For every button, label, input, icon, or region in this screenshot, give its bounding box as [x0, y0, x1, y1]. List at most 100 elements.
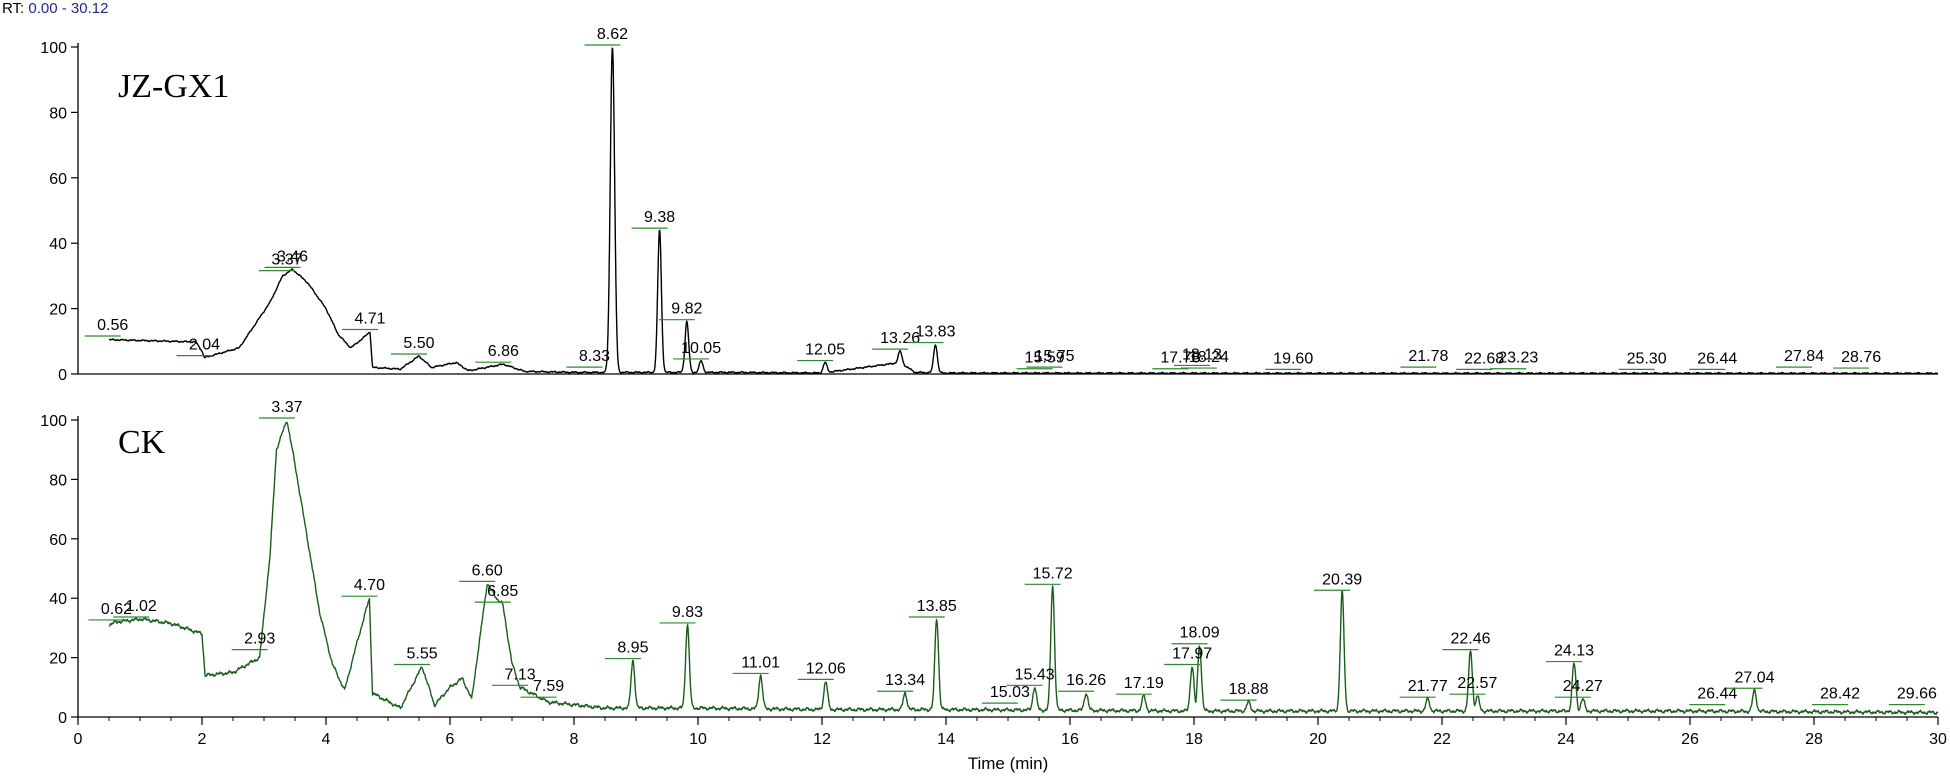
- peak-label: 11.01: [741, 654, 780, 671]
- x-tick-label: 8: [570, 731, 579, 748]
- peak-label: 17.19: [1124, 675, 1164, 692]
- peak-label: 13.26: [880, 330, 920, 347]
- peak-label: 22.57: [1457, 675, 1497, 692]
- peak-label: 15.43: [1015, 666, 1055, 683]
- y-tick-label: 100: [40, 413, 67, 430]
- peak-label: 3.37: [271, 399, 302, 416]
- chromatogram-trace: [108, 47, 1939, 375]
- peak-label: 27.04: [1734, 669, 1774, 686]
- peak-label: 8.33: [579, 348, 610, 365]
- rt-range-header: RT: 0.00 - 30.12: [2, 0, 108, 17]
- y-tick-label: 0: [58, 710, 67, 727]
- peak-label: 20.39: [1322, 571, 1362, 588]
- x-axis-title: Time (min): [968, 754, 1049, 773]
- peak-label: 16.26: [1066, 672, 1106, 689]
- y-tick-label: 100: [40, 40, 67, 57]
- x-tick-label: 2: [198, 731, 207, 748]
- y-tick-label: 40: [49, 591, 67, 608]
- y-tick-label: 80: [49, 105, 67, 122]
- peak-label: 9.83: [672, 604, 703, 621]
- peak-label: 28.76: [1841, 349, 1881, 366]
- peak-label: 4.70: [354, 577, 385, 594]
- rt-label: RT:: [2, 0, 25, 17]
- y-tick-label: 40: [49, 236, 67, 253]
- x-tick-label: 30: [1929, 731, 1947, 748]
- peak-label: 15.75: [1034, 348, 1074, 365]
- peak-label: 13.83: [915, 324, 955, 341]
- peak-label: 26.44: [1697, 686, 1737, 703]
- peak-label: 17.97: [1172, 646, 1212, 663]
- peak-label: 9.82: [671, 301, 702, 318]
- x-tick-label: 4: [322, 731, 331, 748]
- y-tick-label: 20: [49, 651, 67, 668]
- peak-label: 2.93: [244, 631, 275, 648]
- peak-label: 7.59: [533, 678, 564, 695]
- peak-label: 15.72: [1033, 565, 1073, 582]
- peak-label: 3.46: [277, 248, 308, 265]
- peak-label: 13.34: [885, 672, 925, 689]
- y-tick-label: 0: [58, 367, 67, 384]
- peak-label: 24.13: [1554, 643, 1594, 660]
- peak-label: 22.46: [1450, 631, 1490, 648]
- peak-label: 13.85: [917, 598, 957, 615]
- x-tick-label: 14: [937, 731, 955, 748]
- sample-label: JZ-GX1: [118, 68, 229, 105]
- peak-label: 29.66: [1897, 686, 1937, 703]
- x-tick-label: 0: [74, 731, 83, 748]
- peak-label: 18.09: [1180, 625, 1220, 642]
- peak-label: 7.13: [504, 666, 535, 683]
- peak-label: 3.37: [271, 252, 302, 269]
- rt-range-value: 0.00 - 30.12: [28, 0, 109, 17]
- peak-label: 5.50: [403, 335, 434, 352]
- peak-label: 6.86: [488, 343, 519, 360]
- peak-label: 10.05: [681, 340, 721, 357]
- peak-label: 19.60: [1273, 350, 1313, 367]
- x-tick-label: 22: [1433, 731, 1451, 748]
- peak-label: 12.05: [805, 342, 845, 359]
- x-tick-label: 6: [446, 731, 455, 748]
- peak-label: 21.77: [1408, 678, 1448, 695]
- peak-label: 0.62: [101, 601, 132, 618]
- x-tick-label: 16: [1061, 731, 1079, 748]
- peak-label: 1.02: [126, 598, 157, 615]
- x-tick-label: 10: [689, 731, 707, 748]
- peak-label: 6.85: [487, 583, 518, 600]
- y-tick-label: 20: [49, 302, 67, 319]
- peak-label: 8.95: [617, 640, 648, 657]
- peak-label: 24.27: [1563, 678, 1603, 695]
- peak-label: 15.03: [990, 684, 1030, 701]
- peak-label: 2.04: [189, 337, 220, 354]
- peak-label: 15.59: [1025, 350, 1065, 367]
- peak-label: 23.23: [1498, 350, 1538, 367]
- peak-label: 18.13: [1182, 346, 1222, 363]
- peak-label: 18.88: [1229, 681, 1269, 698]
- peak-label: 26.44: [1697, 350, 1737, 367]
- peak-label: 4.71: [354, 310, 385, 327]
- y-tick-label: 80: [49, 472, 67, 489]
- peak-label: 18.24: [1189, 349, 1229, 366]
- chromatogram-panel-jz-gx1: 0 20 40 60 80 100 JZ-GX1 0.56 2.04 3.373.46 4.71 5.…: [40, 26, 1939, 384]
- y-tick-label: 60: [49, 532, 67, 549]
- peak-label: 5.55: [407, 646, 438, 663]
- x-tick-label: 28: [1805, 731, 1823, 748]
- peak-label: 9.38: [644, 209, 675, 226]
- x-tick-label: 20: [1309, 731, 1327, 748]
- x-tick-label: 18: [1185, 731, 1203, 748]
- y-tick-label: 60: [49, 171, 67, 188]
- x-tick-label: 12: [813, 731, 831, 748]
- x-tick-label: 24: [1557, 731, 1575, 748]
- chromatogram-trace: [108, 421, 1939, 716]
- peak-label: 21.78: [1408, 348, 1448, 365]
- peak-label: 6.60: [472, 562, 503, 579]
- x-tick-label: 26: [1681, 731, 1699, 748]
- peak-label: 8.62: [597, 26, 628, 43]
- peak-label: 25.30: [1627, 350, 1667, 367]
- peak-label: 22.68: [1464, 350, 1504, 367]
- sample-label: CK: [118, 424, 166, 461]
- peak-label: 28.42: [1820, 686, 1860, 703]
- peak-label: 12.06: [806, 660, 846, 677]
- chromatogram-panel-ck: 0 20 40 60 80 100 CK 0.621.02 2.93 3.37 4.70 5.55 6.…: [40, 399, 1939, 727]
- peak-label: 0.56: [97, 317, 128, 334]
